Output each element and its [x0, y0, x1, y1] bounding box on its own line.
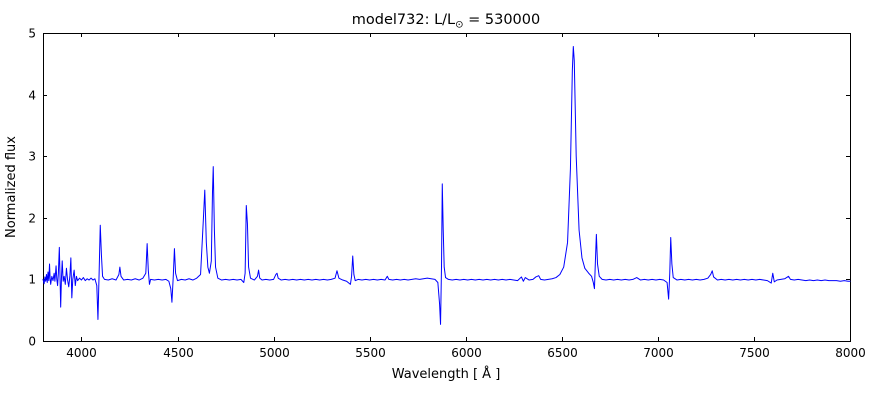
x-tick-label: 6500 [547, 346, 578, 360]
x-tick-label: 4500 [163, 346, 194, 360]
sun-symbol-subscript: ⊙ [455, 20, 463, 31]
plot-area: 4000 4500 5000 5500 6000 6500 7000 7500 8000 0 1 2 3… [28, 27, 865, 361]
y-tick-label: 3 [28, 150, 36, 164]
chart-title-prefix: model732: L/L [352, 12, 455, 28]
y-tick-label: 4 [28, 89, 36, 103]
x-tick-label: 6000 [451, 346, 482, 360]
y-tick-label: 5 [28, 27, 36, 41]
chart-title: model732: L/L⊙ = 530000 [352, 12, 541, 31]
spectrum-line [42, 46, 851, 325]
y-tick-label: 0 [28, 335, 36, 349]
y-tick-label: 2 [28, 212, 36, 226]
y-tick-label: 1 [28, 273, 36, 287]
x-tick-label: 7500 [739, 346, 770, 360]
x-tick-label: 5500 [355, 346, 386, 360]
x-tick-label: 7000 [643, 346, 674, 360]
x-tick-label: 4000 [66, 346, 97, 360]
y-axis-label: Normalized flux [4, 136, 19, 238]
chart-title-suffix: = 530000 [464, 12, 541, 28]
x-tick-label: 8000 [835, 346, 866, 360]
x-axis-label: Wavelength [ Å ] [392, 366, 501, 382]
plot-frame [43, 33, 851, 342]
x-tick-label: 5000 [259, 346, 290, 360]
